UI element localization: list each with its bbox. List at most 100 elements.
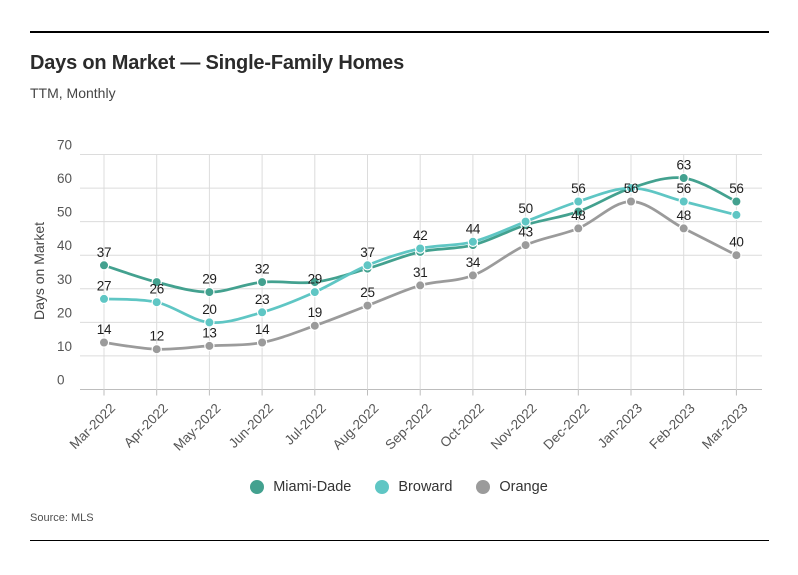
point-label: 12 <box>149 329 163 344</box>
data-point <box>151 344 162 355</box>
point-label: 44 <box>466 221 481 236</box>
data-point <box>467 270 479 281</box>
point-label: 56 <box>624 181 638 196</box>
svg-text:10: 10 <box>57 339 72 354</box>
data-point <box>731 249 742 261</box>
legend-item-broward: Broward <box>375 479 452 495</box>
svg-text:May-2022: May-2022 <box>170 401 223 454</box>
data-point <box>520 216 531 227</box>
data-point <box>256 337 268 348</box>
data-point <box>98 260 110 271</box>
data-point <box>204 317 215 328</box>
legend-label: Orange <box>499 479 548 495</box>
svg-text:Jan-2023: Jan-2023 <box>595 401 645 451</box>
point-label: 29 <box>308 272 322 287</box>
svg-text:Jun-2022: Jun-2022 <box>226 401 276 451</box>
point-label: 37 <box>97 245 111 260</box>
svg-text:30: 30 <box>57 272 72 287</box>
data-point <box>309 320 320 331</box>
data-point <box>309 286 320 298</box>
data-point <box>256 276 268 288</box>
svg-text:Oct-2022: Oct-2022 <box>437 401 487 451</box>
svg-text:Mar-2023: Mar-2023 <box>699 401 750 452</box>
point-label: 37 <box>360 245 374 260</box>
top-rule <box>30 31 769 33</box>
data-point <box>309 276 320 288</box>
data-point <box>731 196 742 207</box>
data-point <box>573 223 584 234</box>
point-label: 48 <box>571 208 585 223</box>
svg-text:Sep-2022: Sep-2022 <box>382 401 434 453</box>
point-label: 56 <box>729 181 743 196</box>
data-point <box>573 196 584 207</box>
point-label: 50 <box>518 201 532 216</box>
data-point <box>678 172 689 184</box>
data-point <box>415 280 426 291</box>
point-label: 27 <box>97 278 111 293</box>
svg-text:Feb-2023: Feb-2023 <box>646 401 697 452</box>
page-title: Days on Market — Single-Family Homes <box>30 52 405 74</box>
point-label: 26 <box>149 282 163 297</box>
legend-swatch-icon <box>375 480 390 494</box>
series-orange <box>98 196 742 355</box>
y-axis-title: Days on Market <box>31 222 47 320</box>
point-label: 29 <box>202 272 216 287</box>
svg-text:60: 60 <box>57 171 72 186</box>
svg-text:Jul-2022: Jul-2022 <box>282 401 329 448</box>
data-point <box>415 243 426 254</box>
y-axis-labels: 0 10 20 30 40 50 60 70 <box>57 138 72 388</box>
point-label: 20 <box>202 302 216 317</box>
legend-item-miami-dade: Miami-Dade <box>250 479 351 495</box>
data-point <box>256 307 268 318</box>
series-broward <box>98 182 742 328</box>
svg-text:40: 40 <box>57 238 72 253</box>
data-point <box>151 297 162 308</box>
point-labels: 37 29 32 63 56 27 26 20 23 29 37 42 44 50 56 56 14 12 13 14… <box>97 158 744 344</box>
point-label: 31 <box>413 265 427 280</box>
data-point <box>520 239 531 251</box>
point-label: 14 <box>255 322 270 337</box>
point-label: 14 <box>97 322 112 337</box>
point-label: 19 <box>308 305 322 320</box>
point-label: 42 <box>413 228 427 243</box>
legend-swatch-icon <box>476 480 491 494</box>
legend-swatch-icon <box>250 480 265 494</box>
svg-text:20: 20 <box>57 305 72 320</box>
svg-text:70: 70 <box>57 138 72 153</box>
point-label: 48 <box>676 208 690 223</box>
point-label: 40 <box>729 235 743 250</box>
data-point <box>678 196 689 207</box>
bottom-rule <box>30 540 769 541</box>
legend-label: Miami-Dade <box>273 479 352 495</box>
data-point <box>151 276 162 288</box>
data-point <box>678 223 689 234</box>
data-point <box>204 340 215 352</box>
data-point <box>204 286 215 298</box>
chart-subtitle: TTM, Monthly <box>30 85 116 101</box>
point-label: 25 <box>360 285 374 300</box>
point-label: 43 <box>518 225 532 240</box>
svg-text:Apr-2022: Apr-2022 <box>121 401 171 451</box>
svg-text:Dec-2022: Dec-2022 <box>540 401 592 453</box>
data-point <box>467 236 479 247</box>
legend-item-orange: Orange <box>476 479 548 495</box>
legend-label: Broward <box>398 479 453 495</box>
point-label: 56 <box>676 181 690 196</box>
data-point <box>362 300 373 311</box>
data-point <box>731 209 742 221</box>
point-label: 32 <box>255 262 269 277</box>
data-point <box>625 196 637 207</box>
svg-text:Nov-2022: Nov-2022 <box>488 401 540 453</box>
x-axis-labels: Mar-2022 Apr-2022 May-2022 Jun-2022 Jul-2022… <box>67 401 751 454</box>
data-point <box>98 293 110 305</box>
source-note: Source: MLS <box>30 512 94 524</box>
svg-text:Aug-2022: Aug-2022 <box>330 401 382 453</box>
data-point <box>362 260 373 271</box>
data-point <box>573 206 584 217</box>
svg-text:Mar-2022: Mar-2022 <box>67 401 118 452</box>
svg-text:50: 50 <box>57 205 72 220</box>
data-point <box>625 182 637 194</box>
chart-legend: Miami-Dade Broward Orange <box>0 479 798 495</box>
